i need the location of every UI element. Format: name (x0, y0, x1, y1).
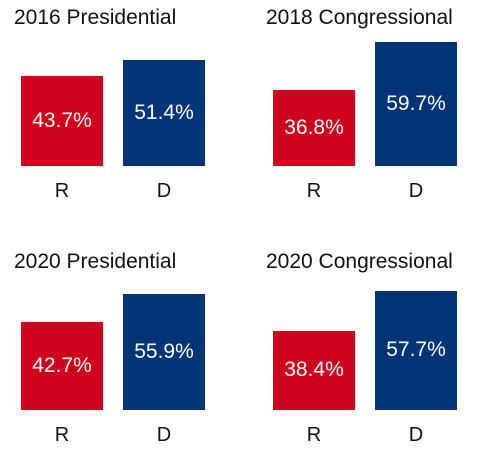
category-label-d: D (375, 424, 457, 447)
bar-d: 57.7% (375, 291, 457, 410)
bar-value-label: 42.7% (21, 354, 103, 378)
bar-r: 36.8% (273, 90, 355, 166)
bar-d: 59.7% (375, 42, 457, 166)
category-label-r: R (21, 424, 103, 447)
category-label-d: D (375, 180, 457, 203)
bar-value-label: 36.8% (273, 116, 355, 140)
bar-r: 42.7% (21, 322, 103, 410)
category-label-d: D (123, 180, 205, 203)
category-label-r: R (273, 424, 355, 447)
bar-value-label: 57.7% (375, 338, 457, 362)
chart-grid: 2016 Presidential 43.7% R 51.4% D 2018 Cong… (0, 0, 492, 448)
category-label-r: R (21, 180, 103, 203)
bar-d: 51.4% (123, 60, 205, 166)
bar-value-label: 38.4% (273, 358, 355, 382)
bar-r: 43.7% (21, 76, 103, 166)
chart-2020-presidential: 2020 Presidential 42.7% R 55.9% D (0, 244, 246, 468)
plot-area: 42.7% R 55.9% D (0, 244, 246, 468)
bar-value-label: 43.7% (21, 109, 103, 133)
bar-d: 55.9% (123, 294, 205, 410)
plot-area: 36.8% R 59.7% D (252, 0, 492, 224)
category-label-r: R (273, 180, 355, 203)
bar-value-label: 55.9% (123, 340, 205, 364)
chart-2020-congressional: 2020 Congressional 38.4% R 57.7% D (252, 244, 492, 468)
chart-2018-congressional: 2018 Congressional 36.8% R 59.7% D (252, 0, 492, 224)
category-label-d: D (123, 424, 205, 447)
bar-value-label: 51.4% (123, 101, 205, 125)
plot-area: 38.4% R 57.7% D (252, 244, 492, 468)
bar-r: 38.4% (273, 331, 355, 410)
plot-area: 43.7% R 51.4% D (0, 0, 246, 224)
chart-2016-presidential: 2016 Presidential 43.7% R 51.4% D (0, 0, 246, 224)
bar-value-label: 59.7% (375, 92, 457, 116)
